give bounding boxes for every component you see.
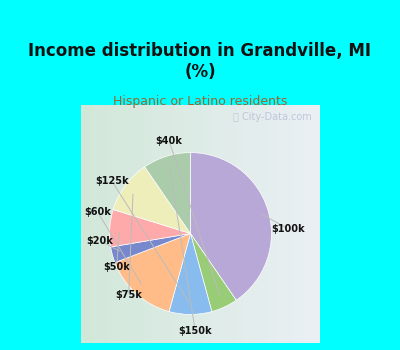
Text: $75k: $75k [115, 290, 142, 300]
Text: $60k: $60k [84, 207, 111, 217]
Wedge shape [169, 233, 212, 314]
Wedge shape [115, 233, 190, 312]
Wedge shape [190, 233, 236, 312]
Text: ⓘ City-Data.com: ⓘ City-Data.com [233, 112, 312, 122]
Wedge shape [111, 233, 190, 262]
Text: $20k: $20k [87, 236, 114, 246]
Wedge shape [113, 167, 190, 233]
Text: $50k: $50k [103, 262, 130, 272]
Wedge shape [145, 153, 190, 233]
Text: $100k: $100k [271, 224, 305, 234]
Text: $40k: $40k [156, 136, 182, 146]
Wedge shape [190, 153, 271, 300]
Text: Income distribution in Grandville, MI
(%): Income distribution in Grandville, MI (%… [28, 42, 372, 81]
Text: $125k: $125k [95, 176, 129, 186]
Text: $150k: $150k [178, 326, 212, 336]
Text: Hispanic or Latino residents: Hispanic or Latino residents [113, 94, 287, 107]
Wedge shape [110, 210, 190, 247]
